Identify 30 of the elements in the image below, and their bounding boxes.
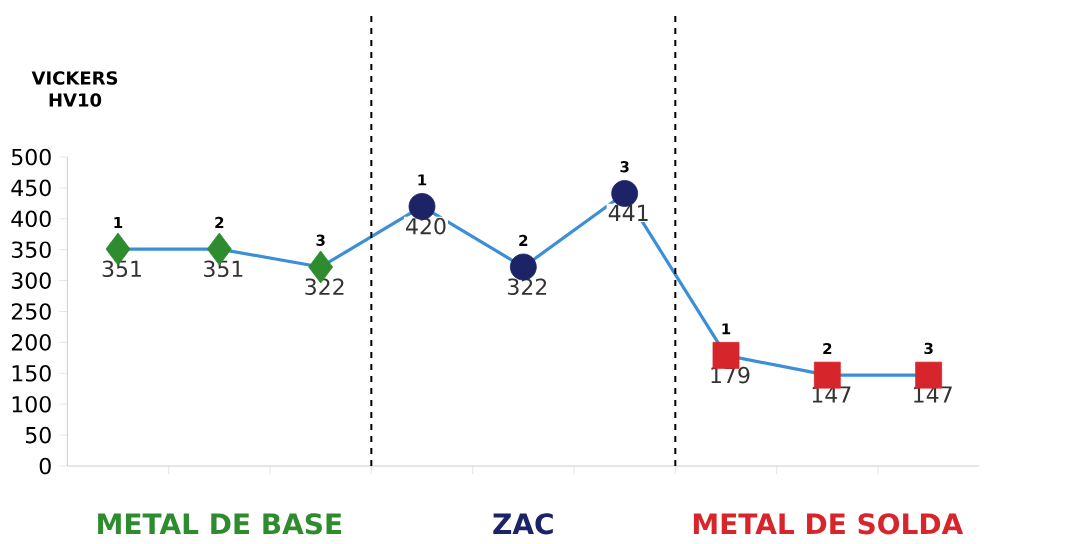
annotation: 2 xyxy=(215,216,224,229)
data-label: 322 xyxy=(508,278,547,296)
y-tick-label: 50 xyxy=(25,426,51,444)
annotation: 2 xyxy=(823,342,832,355)
text: METAL DE SOLDA xyxy=(693,513,964,535)
y-tick-label: 100 xyxy=(12,395,51,413)
annotation: 3 xyxy=(924,342,933,355)
y-tick-label: 200 xyxy=(11,334,51,351)
annotation: 1 xyxy=(418,174,427,186)
data-label: 351 xyxy=(102,260,141,278)
y-tick-label: 350 xyxy=(11,241,51,259)
annotation: 2 xyxy=(519,234,528,246)
y-tick-label: 300 xyxy=(11,272,51,289)
data-label: 322 xyxy=(305,278,344,296)
annotation: 3 xyxy=(316,234,325,246)
text: METAL DE BASE xyxy=(98,513,342,535)
y-axis-title: VICKERS HV10 xyxy=(31,71,118,107)
y-tick-label: 400 xyxy=(11,210,51,228)
y-tick-label: 150 xyxy=(12,364,51,382)
data-label: 351 xyxy=(204,260,243,278)
annotation: 1 xyxy=(722,323,731,335)
data-label: 420 xyxy=(406,217,446,235)
annotation: 1 xyxy=(114,217,123,229)
text: ZAC xyxy=(493,513,553,535)
y-tick-label: 250 xyxy=(11,303,51,320)
data-label: 441 xyxy=(608,204,648,221)
y-tick-label: 500 xyxy=(11,148,51,166)
y-tick-label: 450 xyxy=(11,179,51,197)
y-tick-label: 0 xyxy=(39,457,51,475)
annotation: 3 xyxy=(620,161,629,173)
